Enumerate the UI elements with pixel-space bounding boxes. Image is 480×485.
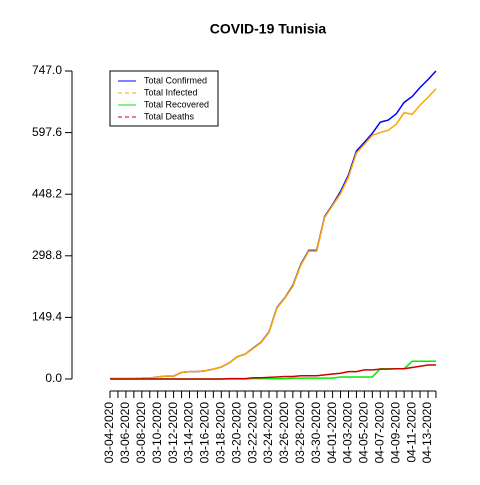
x-tick-label: 04-13-2020: [420, 402, 434, 464]
x-tick-label: 03-24-2020: [261, 402, 275, 464]
y-tick-label: 149.4: [32, 310, 62, 324]
y-tick-label: 298.8: [32, 248, 62, 262]
x-tick-label: 03-18-2020: [213, 402, 227, 464]
x-tick-label: 04-01-2020: [325, 402, 339, 464]
x-tick-label: 04-07-2020: [372, 402, 386, 464]
x-tick-label: 03-30-2020: [309, 402, 323, 464]
x-tick-label: 03-14-2020: [182, 402, 196, 464]
x-tick-label: 03-28-2020: [293, 402, 307, 464]
y-tick-label: 747.0: [32, 63, 62, 77]
x-tick-label: 03-04-2020: [102, 402, 116, 464]
legend-label: Total Recovered: [144, 99, 209, 109]
x-tick-label: 04-09-2020: [388, 402, 402, 464]
y-tick-label: 597.6: [32, 125, 62, 139]
x-tick-label: 03-08-2020: [134, 402, 148, 464]
x-tick-label: 04-05-2020: [357, 402, 371, 464]
x-tick-label: 03-06-2020: [118, 402, 132, 464]
x-tick-label: 03-22-2020: [245, 402, 259, 464]
x-tick-label: 04-11-2020: [404, 402, 418, 463]
x-tick-label: 03-26-2020: [277, 402, 291, 464]
x-tick-label: 03-16-2020: [198, 402, 212, 464]
legend-label: Total Infected: [144, 87, 198, 97]
legend-label: Total Deaths: [144, 111, 195, 121]
y-tick-label: 448.2: [32, 186, 62, 200]
legend-label: Total Confirmed: [144, 75, 207, 85]
series-line: [110, 88, 437, 380]
series-line: [110, 364, 436, 380]
x-tick-label: 03-20-2020: [229, 402, 243, 464]
x-tick-label: 03-10-2020: [150, 402, 164, 464]
y-tick-label: 0.0: [45, 371, 62, 385]
x-tick-label: 04-03-2020: [341, 402, 355, 464]
x-tick-label: 03-12-2020: [166, 402, 180, 464]
chart-title: COVID-19 Tunisia: [210, 21, 327, 37]
